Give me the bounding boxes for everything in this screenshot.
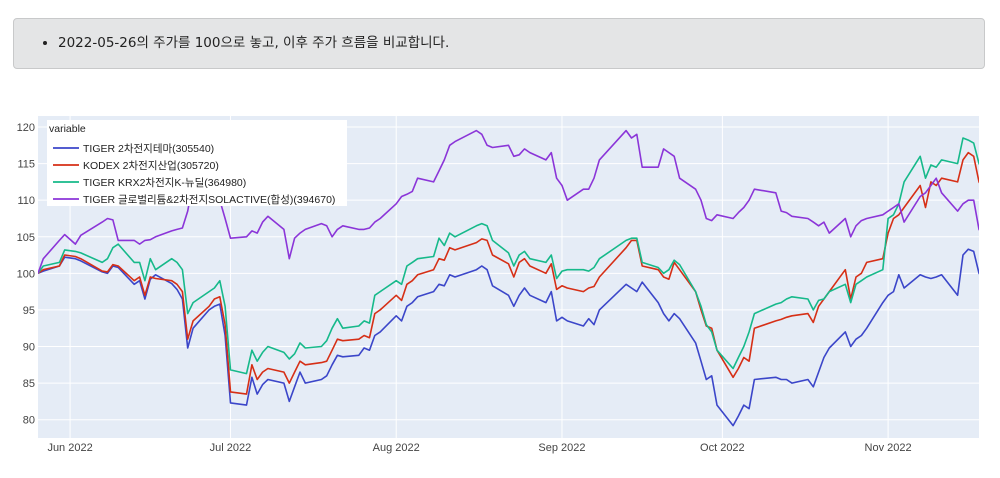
y-tick-label: 105 xyxy=(17,232,35,244)
legend-label: KODEX 2차전지산업(305720) xyxy=(83,159,219,172)
note-list: 2022-05-26의 주가를 100으로 놓고, 이후 주가 흐름을 비교합니… xyxy=(14,34,449,52)
y-tick-label: 90 xyxy=(23,342,35,354)
series-line xyxy=(38,137,979,375)
y-tick-label: 115 xyxy=(17,159,35,171)
legend-label: TIGER 2차전지테마(305540) xyxy=(83,143,214,155)
y-tick-label: 120 xyxy=(17,122,35,134)
legend-box xyxy=(47,120,347,206)
legend-label: TIGER KRX2차전지K-뉴딜(364980) xyxy=(83,177,246,189)
x-tick-label: Aug 2022 xyxy=(373,442,420,454)
series-line xyxy=(38,248,979,427)
legend-label: TIGER 글로벌리튬&2차전지SOLACTIVE(합성)(394670) xyxy=(83,194,335,206)
y-tick-label: 110 xyxy=(17,195,35,207)
x-tick-label: Jun 2022 xyxy=(47,442,92,454)
x-tick-label: Sep 2022 xyxy=(538,442,585,454)
note-item: 2022-05-26의 주가를 100으로 놓고, 이후 주가 흐름을 비교합니… xyxy=(58,34,449,52)
y-tick-label: 95 xyxy=(23,305,35,317)
line-chart: 80 85 90 95 100 105 110 115 120 Jun 2022 Jul 2022 A… xyxy=(17,116,979,454)
series-line xyxy=(38,151,979,395)
legend-title: variable xyxy=(49,123,86,135)
y-tick-label: 85 xyxy=(23,378,35,390)
y-tick-label: 80 xyxy=(23,415,35,427)
x-tick-label: Oct 2022 xyxy=(700,442,745,454)
y-tick-label: 100 xyxy=(17,268,35,280)
x-tick-label: Jul 2022 xyxy=(210,442,252,454)
note-box: 2022-05-26의 주가를 100으로 놓고, 이후 주가 흐름을 비교합니… xyxy=(13,18,985,69)
x-tick-label: Nov 2022 xyxy=(865,442,912,454)
